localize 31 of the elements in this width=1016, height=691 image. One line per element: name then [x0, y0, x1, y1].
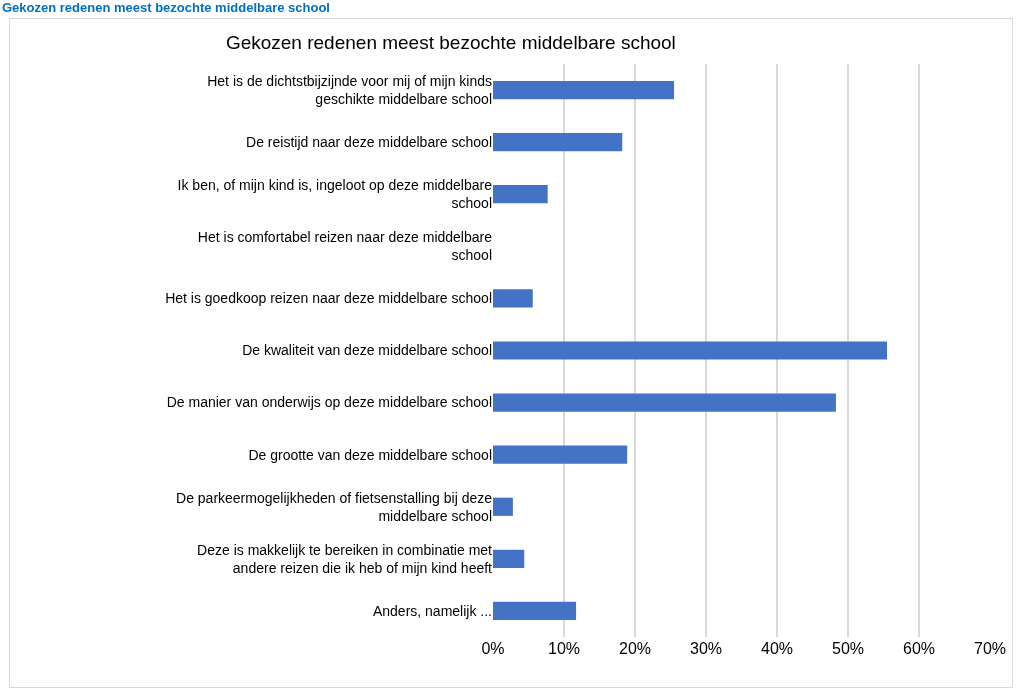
y-tick-label: De manier van onderwijs op deze middelbare school: [166, 394, 492, 411]
y-tick-label: Ik ben, of mijn kind is, ingeloot op deze middelbare school: [177, 177, 493, 212]
bar: [493, 445, 628, 464]
x-tick-label: 20%: [618, 640, 652, 657]
y-tick-label: Deze is makkelijk te bereiken in combinatie met andere reizen die ik heb of mijn kind heeft: [197, 541, 493, 576]
x-tick-label: 30%: [689, 640, 723, 657]
x-tick-label: 50%: [831, 640, 865, 657]
x-tick-label: 10%: [547, 640, 581, 657]
y-tick-label: De grootte van deze middelbare school: [248, 446, 492, 463]
bar: [493, 185, 548, 204]
y-tick-label: Het is comfortabel reizen naar deze middelbare school: [197, 229, 493, 264]
bar: [493, 289, 533, 308]
bar: [493, 80, 675, 100]
bar: [493, 133, 623, 152]
bar: [493, 341, 888, 360]
y-tick-label: De parkeermogelijkheden of fietsenstalling bij deze middelbare school: [176, 489, 493, 524]
bar: [493, 393, 836, 412]
x-tick-label: 60%: [902, 640, 936, 657]
x-tick-label: 70%: [973, 640, 1007, 657]
text: Gekozen redenen meest bezochte middelbare school: [2, 0, 330, 15]
x-tick-label: 0%: [481, 640, 505, 657]
y-tick-label: Het is goedkoop reizen naar deze middelbare school: [165, 290, 492, 307]
y-tick-label: De reistijd naar deze middelbare school: [246, 134, 492, 151]
chart-title: Gekozen redenen meest bezochte middelbare school: [225, 32, 676, 53]
y-tick-label: Anders, namelijk ...: [372, 602, 492, 619]
x-tick-label: 40%: [760, 640, 794, 657]
y-tick-label: De kwaliteit van deze middelbare school: [242, 342, 492, 359]
bar: [493, 497, 513, 516]
bar: [493, 601, 577, 621]
bar: [493, 549, 525, 568]
y-tick-label: Het is de dichtstbijzijnde voor mij of mijn kinds geschikte middelbare school: [207, 72, 492, 108]
